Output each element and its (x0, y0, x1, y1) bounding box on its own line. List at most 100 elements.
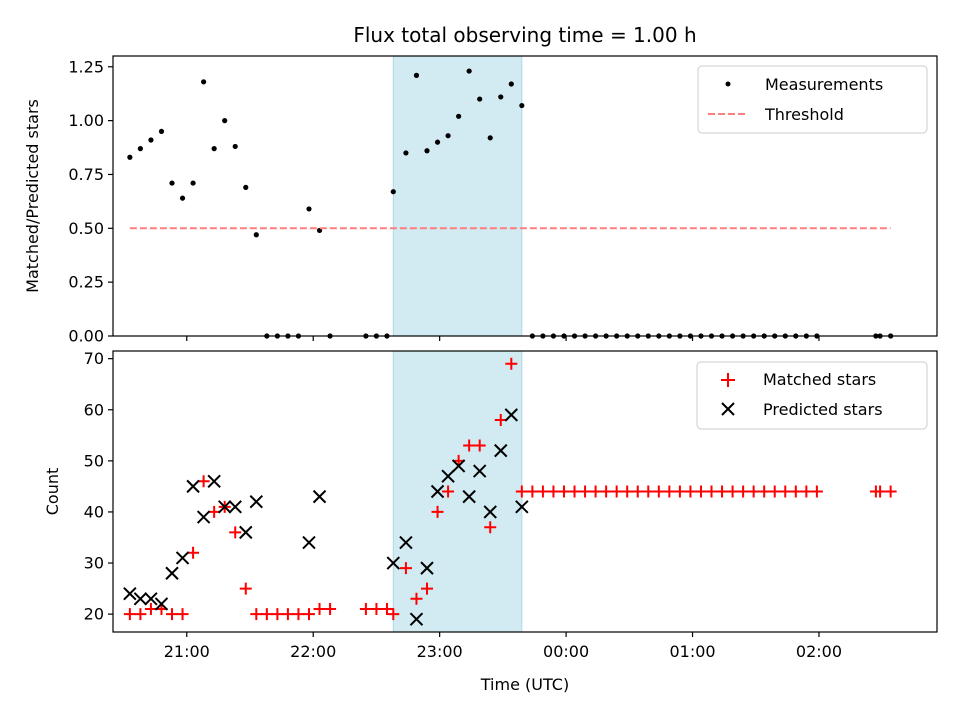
measurement-point (253, 232, 259, 238)
predicted-star-point (123, 586, 137, 601)
matched-star-point (663, 485, 676, 498)
x-tick-label: 00:00 (543, 642, 589, 661)
ratio-y-tick-label: 0.00 (68, 327, 104, 346)
measurement-point (179, 195, 186, 201)
x-tick-label: 02:00 (796, 642, 842, 661)
matched-star-point (726, 485, 739, 498)
matched-star-point (536, 485, 549, 498)
legend-label-predicted: Predicted stars (763, 400, 883, 419)
matched-star-point (313, 603, 326, 616)
chart-title: Flux total observing time = 1.00 h (353, 23, 696, 47)
matched-star-point (187, 546, 200, 559)
ratio-panel: 0.00 0.25 0.50 0.75 1.00 1.25 Matched/Predict… (23, 55, 938, 346)
matched-star-point (716, 485, 729, 498)
matched-star-point (370, 603, 383, 616)
predicted-star-point (462, 489, 476, 504)
legend-marker-predicted (721, 402, 735, 416)
measurement-point (456, 113, 462, 119)
predicted-star-point (386, 556, 400, 570)
ratio-y-tick-label: 0.75 (68, 165, 104, 184)
matched-star-point (673, 485, 686, 498)
matched-star-point (302, 608, 315, 621)
matched-star-point (176, 608, 189, 621)
x-tick-label: 01:00 (669, 642, 715, 661)
measurement-point (190, 180, 196, 186)
predicted-star-point (239, 525, 253, 540)
count-y-tick-label: 20 (84, 605, 104, 624)
predicted-star-point (441, 469, 455, 483)
matched-star-point (694, 485, 707, 498)
legend-marker-measurements (725, 81, 731, 87)
count-y-tick-label: 40 (84, 502, 104, 521)
x-axis-label: Time (UTC) (480, 675, 569, 694)
matched-star-point (874, 485, 887, 498)
count-y-axis-label: Count (43, 468, 62, 516)
matched-star-point (359, 603, 372, 616)
matched-star-point (410, 592, 423, 605)
legend-marker-matched (721, 373, 735, 387)
predicted-star-point (133, 592, 148, 606)
predicted-star-point (154, 597, 169, 611)
ratio-y-tick-label: 1.25 (68, 57, 104, 76)
matched-star-point (380, 603, 393, 616)
matched-star-point (229, 526, 242, 539)
measurement-point (519, 102, 525, 109)
matched-star-point (621, 485, 634, 498)
predicted-star-point (515, 500, 529, 514)
matched-star-point (526, 485, 539, 498)
matched-star-point (810, 485, 823, 498)
count-y-tick-label: 70 (84, 349, 104, 368)
matched-star-point (208, 505, 221, 518)
measurement-point (498, 94, 504, 100)
predicted-star-point (207, 474, 221, 488)
measurement-point (477, 96, 483, 102)
measurement-point (487, 135, 493, 141)
matched-star-point (494, 413, 507, 426)
measurement-point (148, 137, 154, 143)
matched-star-point (505, 357, 518, 370)
measurement-point (127, 154, 133, 160)
ratio-y-axis-label: Matched/Predicted stars (23, 99, 42, 293)
matched-star-point (768, 485, 781, 498)
matched-star-point (684, 485, 697, 498)
count-legend: Matched stars Predicted stars (696, 361, 928, 430)
matched-star-point (547, 485, 560, 498)
matched-star-point (250, 608, 263, 621)
matched-star-point (631, 485, 644, 498)
predicted-star-point (196, 510, 211, 524)
matched-star-point (705, 485, 718, 498)
matched-star-point (600, 485, 613, 498)
ratio-y-tick-label: 0.50 (68, 219, 104, 238)
ratio-legend: Measurements Threshold (697, 65, 928, 134)
matched-star-point (747, 485, 760, 498)
predicted-star-point (186, 479, 200, 494)
measurement-point (169, 180, 175, 186)
x-tick-label: 21:00 (164, 642, 210, 661)
predicted-star-point (144, 592, 158, 606)
matched-star-point (399, 562, 412, 575)
matched-star-point (197, 475, 210, 488)
legend-label-measurements: Measurements (765, 75, 883, 94)
count-y-tick-label: 60 (84, 400, 104, 419)
measurement-point (403, 150, 409, 156)
count-y-tick-label: 50 (84, 451, 104, 470)
matched-star-point (387, 608, 400, 621)
matched-star-point (123, 608, 136, 621)
matched-star-point (884, 485, 897, 498)
predicted-star-point (249, 495, 264, 509)
matched-star-point (779, 485, 792, 498)
observing-window-highlight (392, 350, 523, 633)
legend-label-matched: Matched stars (763, 370, 876, 389)
matched-star-point (652, 485, 665, 498)
measurement-point (508, 81, 514, 87)
measurement-point (424, 148, 430, 154)
predicted-star-point (430, 484, 445, 499)
matched-star-point (473, 439, 486, 452)
matched-star-point (800, 485, 813, 498)
matched-star-point (515, 485, 528, 498)
matched-star-point (568, 485, 581, 498)
measurement-point (243, 184, 249, 190)
measurement-point (306, 206, 312, 212)
matched-star-point (737, 485, 750, 498)
matched-star-point (239, 582, 252, 595)
